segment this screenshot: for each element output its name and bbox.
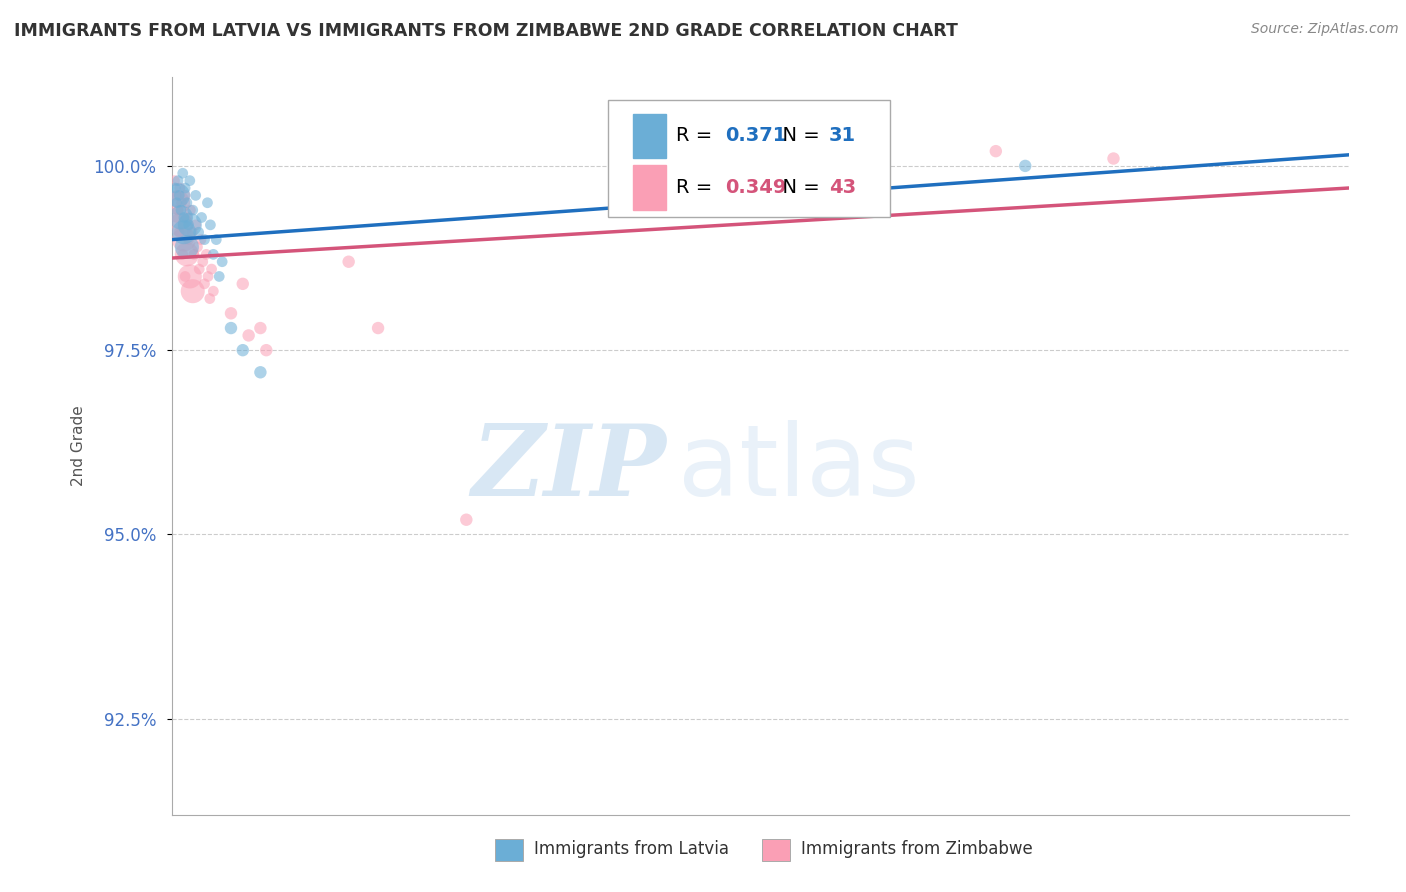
Point xyxy=(166,211,188,225)
Point xyxy=(1014,159,1036,173)
Point xyxy=(174,188,197,202)
Point xyxy=(179,269,201,284)
Point xyxy=(211,254,233,268)
Point xyxy=(167,188,190,202)
Point xyxy=(172,166,194,180)
Point xyxy=(232,277,254,291)
Point xyxy=(367,321,389,335)
Point xyxy=(337,254,360,268)
Point xyxy=(183,247,205,261)
Point xyxy=(167,195,190,210)
Text: 43: 43 xyxy=(828,178,856,197)
Point xyxy=(197,269,219,284)
Point xyxy=(184,218,207,232)
Point xyxy=(167,203,190,218)
Text: N =: N = xyxy=(770,178,825,197)
Point xyxy=(191,254,214,268)
Point xyxy=(170,218,193,232)
Point xyxy=(179,218,201,232)
Point xyxy=(249,321,271,335)
Y-axis label: 2nd Grade: 2nd Grade xyxy=(72,406,86,486)
Point xyxy=(163,174,186,188)
Point xyxy=(193,233,215,247)
Point xyxy=(181,284,204,298)
Point xyxy=(984,144,1007,158)
Point xyxy=(170,203,193,218)
Text: 31: 31 xyxy=(828,127,856,145)
Point xyxy=(167,174,190,188)
Point xyxy=(165,188,187,202)
Point xyxy=(205,233,228,247)
Text: Immigrants from Zimbabwe: Immigrants from Zimbabwe xyxy=(801,840,1033,858)
Bar xyxy=(634,113,666,158)
Point xyxy=(167,225,190,239)
Point xyxy=(190,211,212,225)
Point xyxy=(170,211,193,225)
Point xyxy=(219,321,242,335)
Text: R =: R = xyxy=(676,178,718,197)
Point xyxy=(208,269,231,284)
FancyBboxPatch shape xyxy=(607,100,890,218)
Point xyxy=(174,181,197,195)
Point xyxy=(172,247,194,261)
Point xyxy=(238,328,260,343)
Point xyxy=(193,277,215,291)
Point xyxy=(198,292,221,306)
Point xyxy=(172,218,194,232)
Text: Immigrants from Latvia: Immigrants from Latvia xyxy=(534,840,730,858)
Point xyxy=(219,306,242,320)
Point xyxy=(181,225,204,239)
Bar xyxy=(634,165,666,210)
Point xyxy=(173,225,195,239)
Point xyxy=(195,247,218,261)
Text: R =: R = xyxy=(676,127,718,145)
Text: ZIP: ZIP xyxy=(471,420,666,516)
Point xyxy=(200,218,222,232)
Point xyxy=(1102,152,1125,166)
Point xyxy=(177,233,200,247)
Point xyxy=(232,343,254,358)
Point xyxy=(176,211,198,225)
Text: atlas: atlas xyxy=(678,419,920,516)
Point xyxy=(174,269,197,284)
Point xyxy=(179,203,201,218)
Point xyxy=(186,240,208,254)
Point xyxy=(173,211,195,225)
Point xyxy=(188,262,211,277)
Point xyxy=(197,195,219,210)
Point xyxy=(200,262,222,277)
Point xyxy=(173,233,195,247)
Point xyxy=(184,188,207,202)
Point xyxy=(181,203,204,218)
Point xyxy=(187,225,209,239)
Text: IMMIGRANTS FROM LATVIA VS IMMIGRANTS FROM ZIMBABWE 2ND GRADE CORRELATION CHART: IMMIGRANTS FROM LATVIA VS IMMIGRANTS FRO… xyxy=(14,22,957,40)
Point xyxy=(176,240,198,254)
Point xyxy=(202,247,225,261)
Point xyxy=(167,188,190,202)
Point xyxy=(169,181,191,195)
Point xyxy=(190,233,212,247)
Point xyxy=(176,195,198,210)
Point xyxy=(254,343,277,358)
Text: N =: N = xyxy=(770,127,825,145)
Point xyxy=(179,174,201,188)
Text: Source: ZipAtlas.com: Source: ZipAtlas.com xyxy=(1251,22,1399,37)
Text: 0.371: 0.371 xyxy=(725,127,786,145)
Point xyxy=(165,181,187,195)
Point xyxy=(456,513,478,527)
Point xyxy=(202,284,225,298)
Point xyxy=(249,365,271,379)
Point xyxy=(166,195,188,210)
Point xyxy=(170,195,193,210)
Point xyxy=(177,218,200,232)
Point xyxy=(176,247,198,261)
Text: 0.349: 0.349 xyxy=(725,178,786,197)
